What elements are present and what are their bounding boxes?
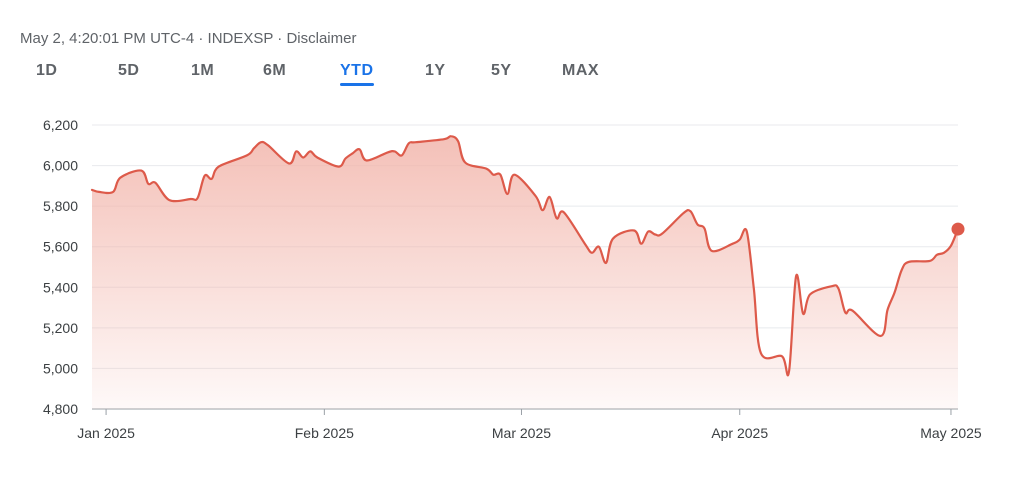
x-tick-label: Feb 2025 (295, 425, 354, 441)
tab-1m[interactable]: 1M (191, 62, 215, 79)
tab-1y[interactable]: 1Y (425, 62, 446, 79)
y-tick-label: 6,200 (43, 117, 78, 133)
latest-point-marker (951, 222, 965, 236)
quote-timestamp-line: May 2, 4:20:01 PM UTC-4 · INDEXSP · Disc… (20, 30, 356, 47)
y-tick-label: 5,000 (43, 360, 78, 376)
x-tick-label: Mar 2025 (492, 425, 551, 441)
tab-1d[interactable]: 1D (36, 62, 58, 79)
y-tick-label: 5,400 (43, 279, 78, 295)
tab-ytd[interactable]: YTD (340, 62, 374, 86)
y-tick-label: 5,800 (43, 198, 78, 214)
x-tick-label: Apr 2025 (711, 425, 768, 441)
series-line (90, 135, 960, 377)
tab-5y[interactable]: 5Y (491, 62, 512, 79)
tab-5d[interactable]: 5D (118, 62, 140, 79)
y-tick-label: 5,200 (43, 320, 78, 336)
tab-6m[interactable]: 6M (263, 62, 287, 79)
x-tick-label: May 2025 (920, 425, 982, 441)
timestamp-source-disclaimer: May 2, 4:20:01 PM UTC-4 · INDEXSP · Disc… (20, 30, 357, 47)
tab-max[interactable]: MAX (562, 62, 600, 79)
series-area-fill (92, 136, 958, 410)
y-tick-label: 6,000 (43, 158, 78, 174)
x-tick-label: Jan 2025 (77, 425, 135, 441)
y-tick-label: 4,800 (43, 401, 78, 417)
y-tick-label: 5,600 (43, 239, 78, 255)
